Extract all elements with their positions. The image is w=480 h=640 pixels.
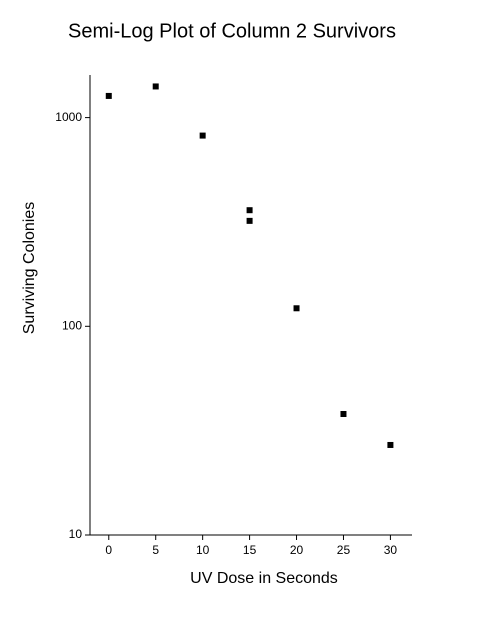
point [246, 217, 253, 224]
y-axis-label: Surviving Colonies [21, 202, 38, 335]
x-tick-label: 30 [384, 543, 398, 557]
y-tick-label: 1000 [55, 110, 82, 124]
y-tick-label: 10 [69, 527, 83, 541]
x-axis-label: UV Dose in Seconds [190, 570, 338, 587]
y-tick-label: 100 [62, 318, 82, 332]
x-tick-label: 25 [337, 543, 351, 557]
point [293, 305, 300, 312]
x-tick-label: 15 [243, 543, 257, 557]
x-tick-label: 5 [152, 543, 159, 557]
x-tick-label: 0 [105, 543, 112, 557]
x-tick-label: 10 [196, 543, 210, 557]
point [199, 132, 206, 139]
x-tick-label: 20 [290, 543, 304, 557]
point [387, 441, 394, 448]
chart-title: Semi-Log Plot of Column 2 Survivors [68, 20, 396, 42]
point [152, 83, 159, 90]
point [340, 410, 347, 417]
point [105, 92, 112, 99]
point [246, 207, 253, 214]
